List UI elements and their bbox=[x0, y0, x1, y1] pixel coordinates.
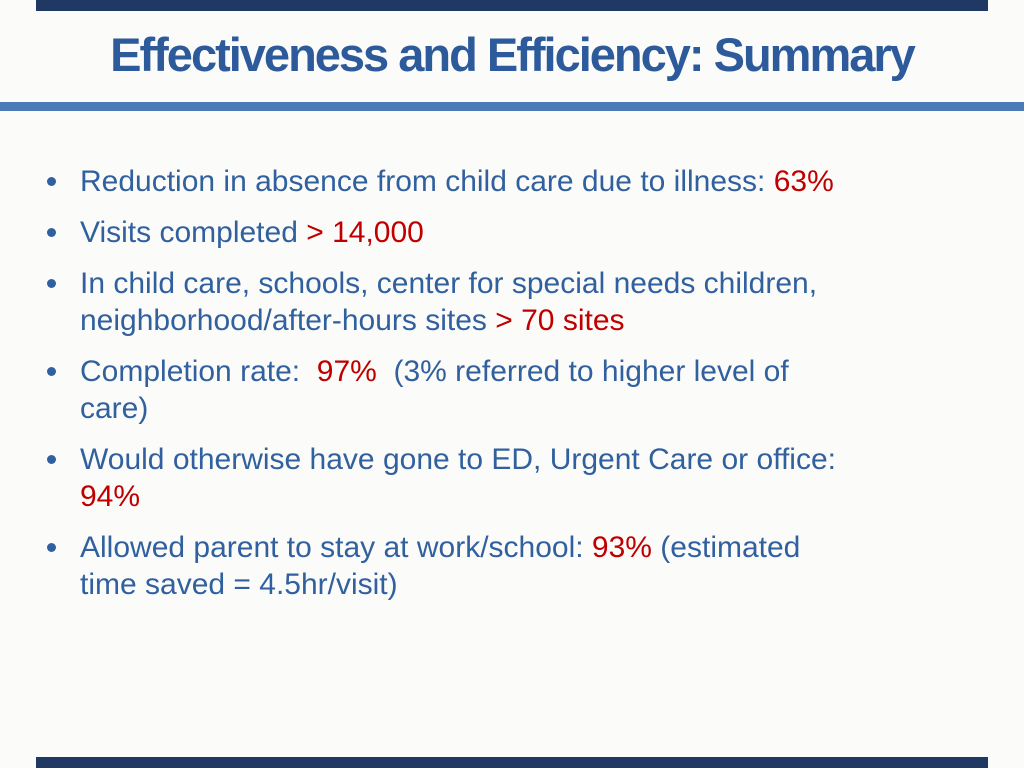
bullet-text-segment: Visits completed bbox=[80, 216, 307, 249]
bullet-item: Completion rate: 97% (3% referred to hig… bbox=[45, 353, 1024, 427]
bullet-text-segment: 97% bbox=[316, 355, 377, 388]
bullet-dot-icon bbox=[45, 529, 80, 566]
bullet-text-segment: 63% bbox=[773, 165, 834, 198]
bullet-item: In child care, schools, center for speci… bbox=[45, 265, 1024, 339]
bullet-text: Completion rate: 97% (3% referred to hig… bbox=[80, 353, 789, 427]
bullet-item: Reduction in absence from child care due… bbox=[45, 163, 1024, 200]
bullet-dot-icon bbox=[45, 163, 80, 200]
bullet-item: Visits completed > 14,000 bbox=[45, 214, 1024, 251]
bullet-dot-icon bbox=[45, 265, 80, 302]
bottom-band-decoration bbox=[36, 757, 988, 768]
bullet-text-segment: Reduction in absence from child care due… bbox=[80, 165, 774, 198]
title-divider-rule bbox=[0, 102, 1024, 111]
bullet-text-segment: Completion rate: bbox=[80, 355, 317, 388]
bullet-dot-icon bbox=[45, 214, 80, 251]
bullet-text-segment: (estimated time saved = 4.5hr/visit) bbox=[80, 531, 801, 601]
bullet-text-segment: Would otherwise have gone to ED, Urgent … bbox=[80, 443, 836, 476]
bullet-dot-icon bbox=[45, 353, 80, 390]
bullet-text: Would otherwise have gone to ED, Urgent … bbox=[80, 441, 836, 515]
bullet-item: Allowed parent to stay at work/school: 9… bbox=[45, 529, 1024, 603]
bullet-text-segment: 94% bbox=[80, 480, 141, 513]
top-band-decoration bbox=[36, 0, 988, 11]
bullet-dot-icon bbox=[45, 441, 80, 478]
bullet-text: In child care, schools, center for speci… bbox=[80, 265, 817, 339]
bullet-text-segment: In child care, schools, center for speci… bbox=[80, 267, 818, 337]
bullet-text: Visits completed > 14,000 bbox=[80, 214, 424, 251]
bullet-list: Reduction in absence from child care due… bbox=[0, 163, 1024, 617]
bullet-text: Allowed parent to stay at work/school: 9… bbox=[80, 529, 800, 603]
bullet-text-segment: 93% bbox=[591, 531, 652, 564]
bullet-text-segment: Allowed parent to stay at work/school: bbox=[80, 531, 592, 564]
bullet-text-segment: (3% referred to higher level of care) bbox=[80, 355, 789, 425]
page-title: Effectiveness and Efficiency: Summary bbox=[110, 28, 916, 81]
bullet-text-segment: > 70 sites bbox=[495, 304, 625, 337]
bullet-text: Reduction in absence from child care due… bbox=[80, 163, 834, 200]
bullet-text-segment: > 14,000 bbox=[306, 216, 424, 249]
bullet-item: Would otherwise have gone to ED, Urgent … bbox=[45, 441, 1024, 515]
